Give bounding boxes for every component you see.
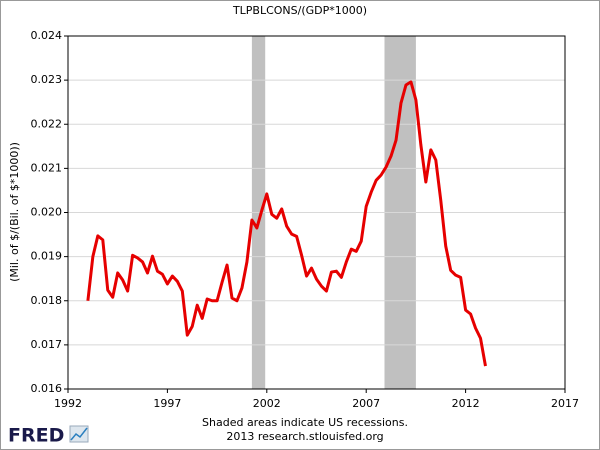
logo: FRED bbox=[8, 425, 64, 447]
x-tick-label: 2002 bbox=[253, 397, 281, 410]
x-tick-label: 2017 bbox=[551, 397, 579, 410]
y-tick-label: 0.021 bbox=[31, 161, 63, 174]
y-axis-label: (Mil. of $/(Bil. of $*1000)) bbox=[8, 142, 21, 282]
logo-icon bbox=[69, 425, 89, 443]
plot-border bbox=[67, 35, 566, 390]
y-tick-label: 0.018 bbox=[31, 294, 63, 307]
y-tick-label: 0.020 bbox=[31, 206, 63, 219]
y-tick-label: 0.019 bbox=[31, 250, 63, 263]
y-tick-label: 0.016 bbox=[31, 382, 63, 395]
y-tick-label: 0.024 bbox=[31, 29, 63, 42]
annotation: 2013 research.stlouisfed.org bbox=[226, 430, 383, 443]
x-tick-label: 1997 bbox=[153, 397, 181, 410]
y-tick-label: 0.022 bbox=[31, 117, 63, 130]
chart-title: TLPBLCONS/(GDP*1000) bbox=[232, 4, 367, 17]
data-line bbox=[86, 80, 487, 367]
y-tick-label: 0.023 bbox=[31, 73, 63, 86]
x-tick-label: 1992 bbox=[54, 397, 82, 410]
x-tick-label: 2007 bbox=[352, 397, 380, 410]
y-tick-label: 0.017 bbox=[31, 338, 63, 351]
x-tick-label: 2012 bbox=[452, 397, 480, 410]
annotation: Shaded areas indicate US recessions. bbox=[202, 416, 408, 429]
